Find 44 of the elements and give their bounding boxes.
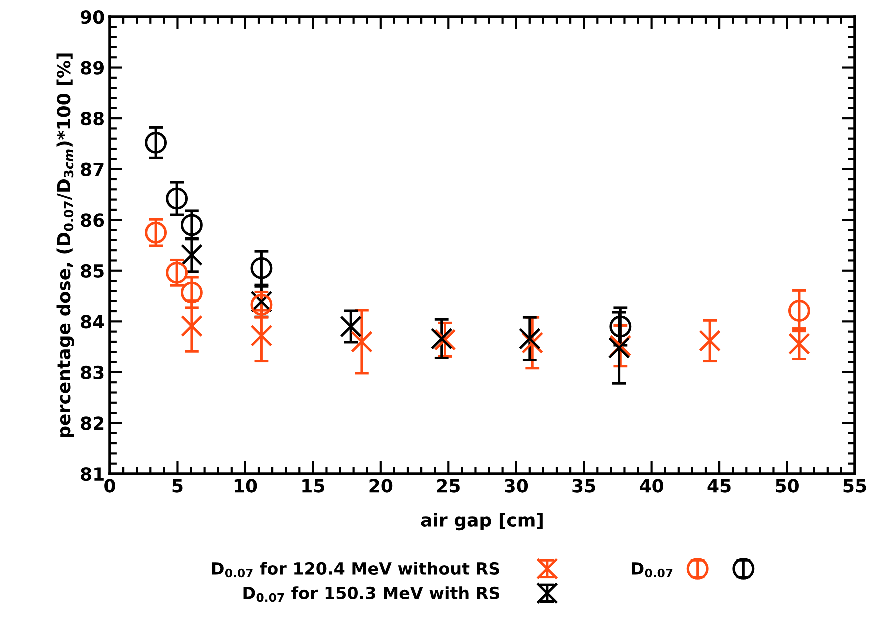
x-tick-label: 15 [302, 479, 324, 493]
x-tick-label: 40 [640, 479, 664, 493]
legend-label: D$_{0.07}$ for 150.3 MeV with RS [244, 586, 500, 602]
point [788, 300, 810, 322]
point [699, 330, 722, 352]
x-tick-label: 50 [776, 479, 799, 493]
y-tick-label: 88 [81, 112, 104, 126]
y-axis-title: percentage dose, (D$_{0.07}$/D$_{3cm}$)*100 [%] [56, 54, 74, 438]
y-tick-label: 81 [81, 467, 104, 482]
point [340, 316, 362, 338]
legend-label: D$_{0.07}$ for 120.4 MeV without RS [212, 562, 500, 578]
point [145, 222, 168, 244]
y-tick-label: 84 [81, 315, 104, 329]
x-axis-title: air gap [cm] [421, 513, 543, 531]
point [180, 282, 203, 304]
point [610, 316, 632, 338]
x-tick-label: 20 [370, 479, 393, 493]
legend-label: D$_{0.07}$ [632, 562, 673, 578]
y-tick-label: 89 [81, 61, 104, 75]
point [180, 315, 203, 338]
x-tick-label: 35 [572, 479, 596, 493]
point [180, 214, 203, 236]
x-tick-label: 55 [844, 479, 866, 493]
point [788, 333, 810, 355]
point [166, 188, 188, 210]
point [250, 257, 273, 280]
point [250, 324, 273, 347]
point [430, 328, 453, 350]
x-tick-label: 0 [104, 479, 116, 493]
y-tick-label: 82 [81, 416, 104, 430]
x-tick-label: 25 [438, 479, 460, 493]
point [350, 331, 373, 353]
x-tick-label: 5 [172, 479, 183, 493]
point [518, 328, 541, 350]
x-tick-label: 45 [708, 479, 731, 493]
point [180, 244, 203, 266]
y-tick-label: 87 [81, 162, 104, 176]
x-tick-label: 10 [234, 479, 258, 493]
y-tick-label: 90 [80, 10, 104, 24]
y-tick-label: 85 [81, 264, 104, 278]
x-tick-label: 30 [505, 479, 528, 493]
point [145, 132, 168, 154]
y-tick-label: 86 [81, 214, 104, 228]
y-tick-label: 83 [81, 366, 104, 380]
